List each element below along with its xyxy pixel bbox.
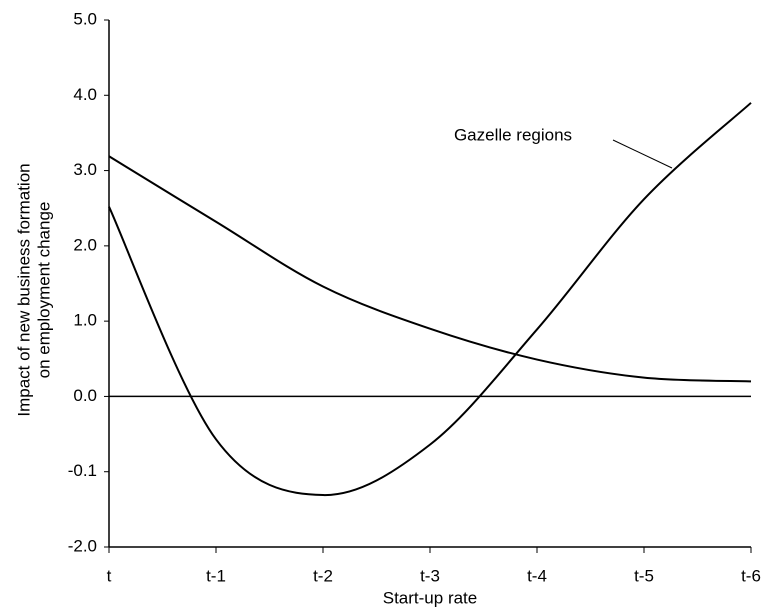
x-axis-title: Start-up rate — [383, 588, 478, 607]
annotation-leader — [612, 139, 673, 169]
y-tick-label: 5.0 — [73, 9, 97, 28]
y-tick-label: 0.0 — [73, 386, 97, 405]
y-axis-title-line: Impact of new business formation — [14, 163, 33, 416]
series-line — [108, 102, 752, 497]
y-tick-label: 1.0 — [73, 311, 97, 330]
x-tick-label: t-1 — [206, 566, 226, 585]
y-axis-title-line: on employment change — [34, 202, 53, 379]
y-axis-title: Impact of new business formation on empl… — [14, 163, 53, 416]
x-tick-label: t-3 — [420, 566, 440, 585]
x-tick-label: t-2 — [313, 566, 333, 585]
y-tick-label: -0.1 — [68, 461, 97, 480]
x-tick-label: t-4 — [527, 566, 547, 585]
y-tick-label: -2.0 — [68, 536, 97, 555]
x-tick-label: t-5 — [634, 566, 654, 585]
series-annotation: Gazelle regions — [454, 125, 572, 144]
series-line — [108, 155, 752, 383]
y-tick-label: 4.0 — [73, 85, 97, 104]
x-tick-label: t — [107, 566, 112, 585]
x-tick-label: t-6 — [741, 566, 761, 585]
y-tick-label: 2.0 — [73, 235, 97, 254]
y-tick-label: 3.0 — [73, 160, 97, 179]
